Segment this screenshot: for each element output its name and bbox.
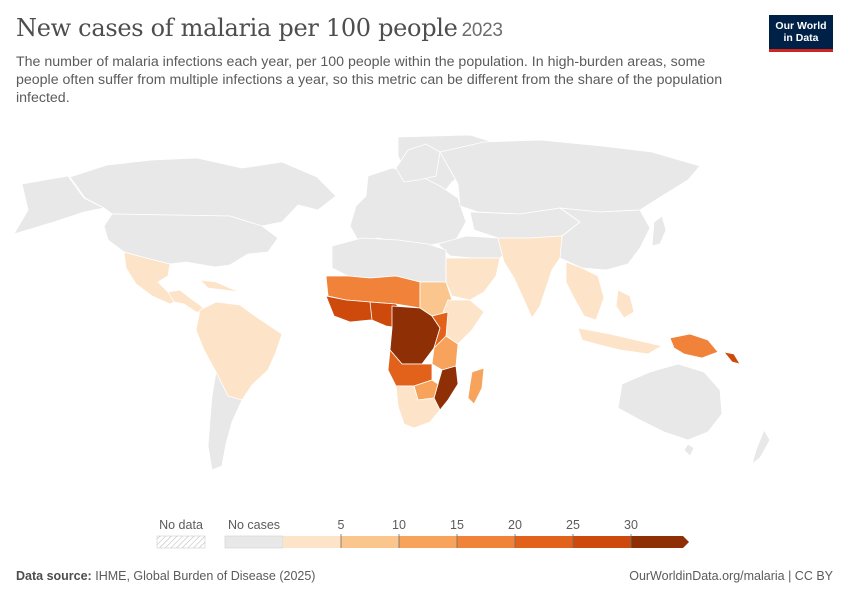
legend-bin	[515, 536, 573, 548]
legend-no-data-swatch	[156, 535, 206, 549]
legend-tick-label: 5	[338, 518, 345, 532]
region-madagascar[interactable]	[467, 367, 485, 405]
region-new-zealand[interactable]	[751, 429, 771, 465]
region-australia[interactable]	[617, 363, 723, 441]
title-text: New cases of malaria per 100 people	[16, 14, 458, 42]
region-southeast-asia[interactable]	[565, 261, 605, 321]
legend-bin	[457, 536, 515, 548]
region-arabian-peninsula[interactable]	[445, 257, 501, 301]
footer-link[interactable]: OurWorldinData.org/malaria | CC BY	[629, 569, 833, 583]
world-map[interactable]	[0, 130, 850, 500]
region-south-asia[interactable]	[497, 235, 563, 319]
owid-logo[interactable]: Our World in Data	[769, 15, 833, 52]
region-central-america[interactable]	[167, 289, 208, 313]
region-scandinavia[interactable]	[395, 143, 441, 183]
region-russia[interactable]	[439, 139, 701, 215]
legend-tick-label: 30	[624, 518, 638, 532]
legend-bin	[573, 536, 631, 548]
legend-bin-open-ended	[631, 536, 689, 548]
logo-line2: in Data	[783, 32, 819, 44]
region-caribbean[interactable]	[199, 279, 241, 293]
region-philippines[interactable]	[615, 289, 635, 319]
source-label: Data source:	[16, 569, 92, 583]
legend-color-scale: 5 10 15 20 25 30	[224, 518, 689, 549]
legend-tick-label: 10	[392, 518, 406, 532]
legend-bin	[399, 536, 457, 548]
legend-bin	[341, 536, 399, 548]
chart-subtitle: The number of malaria infections each ye…	[16, 54, 723, 106]
chart-title: New cases of malaria per 100 people 2023	[16, 14, 503, 42]
legend-no-cases-label: No cases	[228, 518, 280, 532]
legend-bin	[283, 536, 341, 548]
region-canada[interactable]	[69, 157, 337, 227]
region-indonesia[interactable]	[577, 327, 663, 355]
footer-source: Data source: IHME, Global Burden of Dise…	[16, 569, 315, 583]
region-japan[interactable]	[651, 215, 667, 247]
region-papua-new-guinea[interactable]	[669, 333, 719, 359]
title-year: 2023	[461, 20, 503, 41]
region-central-africa[interactable]	[389, 305, 441, 365]
legend-tick-label: 20	[508, 518, 522, 532]
region-tasmania[interactable]	[683, 443, 695, 457]
legend-no-cases-swatch	[224, 535, 284, 549]
source-text: IHME, Global Burden of Disease (2025)	[95, 569, 316, 583]
region-south-america-south[interactable]	[207, 371, 243, 471]
logo-line1: Our World	[775, 20, 827, 32]
region-southern-africa[interactable]	[395, 385, 441, 429]
region-solomon-islands[interactable]	[723, 351, 741, 365]
region-mozambique[interactable]	[433, 365, 459, 411]
legend: No data No cases 5 10 15 20 25 30	[156, 518, 689, 549]
region-north-africa[interactable]	[331, 237, 447, 283]
legend-no-data-label: No data	[159, 518, 203, 532]
legend-tick-label: 25	[566, 518, 580, 532]
region-south-america-north[interactable]	[195, 301, 283, 401]
region-alaska[interactable]	[13, 175, 105, 235]
legend-tick-label: 15	[450, 518, 464, 532]
region-usa[interactable]	[103, 213, 279, 268]
